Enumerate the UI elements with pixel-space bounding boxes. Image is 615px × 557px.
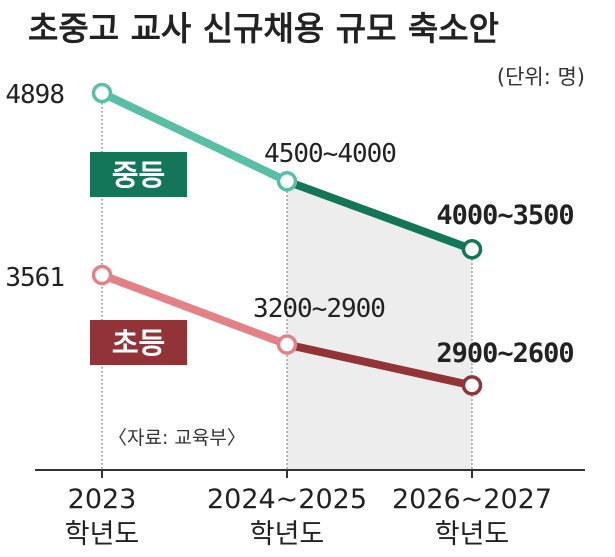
x-tick-label-year: 2023 bbox=[68, 484, 137, 515]
series-line-segment bbox=[98, 271, 291, 349]
x-tick-label-suffix: 학년도 bbox=[435, 519, 510, 550]
source-note: 〈자료: 교육부〉 bbox=[108, 427, 246, 449]
chart-title: 초중고 교사 신규채용 규모 축소안 bbox=[28, 9, 499, 48]
data-point bbox=[91, 82, 113, 104]
legend-box bbox=[90, 152, 187, 197]
data-label: 4000~3500 bbox=[436, 200, 573, 231]
series-line-segment bbox=[283, 177, 476, 254]
data-label: 3200~2900 bbox=[253, 294, 385, 324]
data-label: 4500~4000 bbox=[264, 139, 396, 169]
series-line-segment bbox=[283, 340, 476, 390]
data-label: 2900~2600 bbox=[436, 338, 573, 369]
x-tick-label-year: 2024~2025 bbox=[207, 484, 367, 515]
legend-box bbox=[90, 320, 187, 365]
legend-label: 중등 bbox=[112, 158, 165, 192]
series-line-segment bbox=[98, 89, 291, 186]
data-point bbox=[91, 264, 113, 286]
unit-label: (단위: 명) bbox=[497, 65, 585, 89]
legend-label: 초등 bbox=[112, 326, 165, 360]
data-label: 3561 bbox=[5, 263, 64, 293]
data-point bbox=[461, 239, 483, 260]
data-label: 4898 bbox=[5, 80, 64, 110]
shaded-projection-region bbox=[287, 181, 472, 471]
data-point bbox=[276, 170, 298, 192]
x-tick-label-suffix: 학년도 bbox=[65, 519, 140, 550]
x-tick-label-suffix: 학년도 bbox=[250, 519, 325, 550]
data-point bbox=[461, 375, 483, 396]
x-tick-label-year: 2026~2027 bbox=[392, 484, 552, 515]
data-point bbox=[276, 334, 298, 355]
